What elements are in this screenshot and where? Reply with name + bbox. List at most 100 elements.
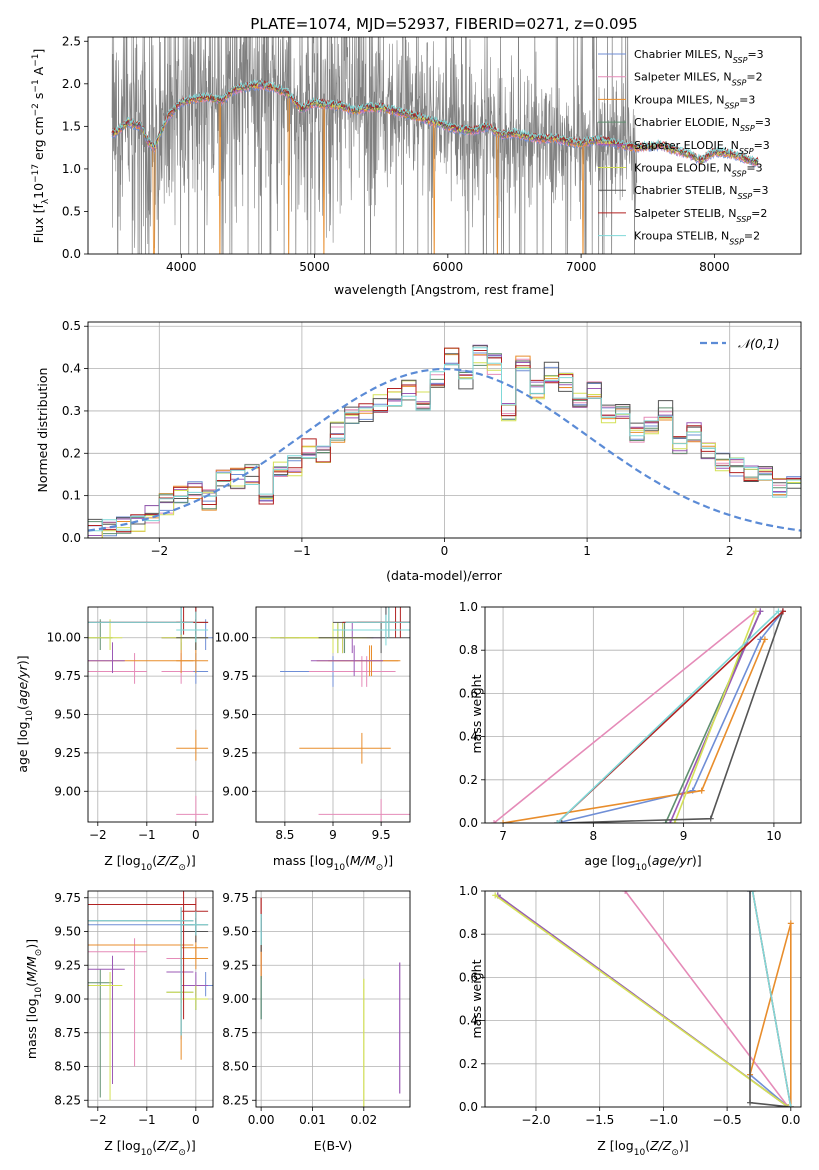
label-part: 10 — [141, 1148, 153, 1158]
x-tick-label: 6000 — [433, 260, 464, 274]
axes-frame — [87, 36, 802, 255]
label-part: 10 — [31, 183, 46, 199]
plot-area-cum_Z — [492, 891, 794, 1107]
y-tick-label: 9.75 — [222, 891, 249, 905]
axes-mass_vs_ebv: 0.00 0.01 0.02 8.25 8.50 8.75 9.00 9.25 9.50 9.75… — [222, 890, 411, 1153]
point-marker-SalpeterMILES — [622, 891, 629, 894]
label-part: )] — [186, 1138, 196, 1153]
legend-text-part: =3 — [754, 139, 770, 152]
y-tick-label: 8.75 — [222, 1026, 249, 1040]
label-part: mass [log — [24, 998, 39, 1059]
y-tick-label: 0.0 — [459, 1100, 478, 1114]
x-tick-label: −2 — [89, 828, 107, 842]
label-part: )] — [186, 853, 196, 868]
label-part: ⊙ — [178, 1148, 186, 1158]
label-part: 10 — [25, 710, 35, 722]
histogram-KroupaSTELIB — [88, 347, 801, 532]
cumulative-Z-ChabrierMILES — [749, 891, 789, 1107]
y-tick-label: 9.50 — [222, 708, 249, 722]
legend-text-part: Kroupa MILES, N — [634, 93, 724, 106]
x-tick-label: 9.5 — [372, 828, 391, 842]
label-part: Z [log — [104, 853, 140, 868]
y-axis-label: mass weight — [469, 959, 484, 1038]
label-part: Z/Z — [156, 1138, 179, 1153]
label-part: )] — [24, 939, 39, 949]
point-marker-KroupaMILES — [500, 820, 507, 823]
y-tick-label: 1.0 — [62, 162, 81, 176]
label-part: ( — [24, 982, 39, 987]
point-marker-KroupaELODIE — [752, 608, 759, 615]
y-tick-label: 0.5 — [62, 204, 81, 218]
y-tick-label: 10.00 — [215, 631, 249, 645]
plot-area-spectrum — [111, 37, 759, 254]
point-marker-ChabrierSTELIB — [707, 815, 714, 822]
label-part: A — [31, 66, 46, 79]
y-tick-label: 0.0 — [459, 816, 478, 830]
axes-frame — [87, 321, 802, 539]
label-part: )] — [692, 853, 702, 868]
y-tick-label: 9.75 — [54, 891, 81, 905]
plot-area-age_vs_Z — [88, 607, 213, 822]
legend-entry: Salpeter STELIB, NSSP=2 — [634, 207, 767, 224]
legend-entry: Kroupa STELIB, NSSP=2 — [634, 230, 760, 247]
x-tick-label: 8 — [590, 829, 598, 843]
label-part: ( — [15, 705, 30, 710]
y-axis-label: age [log10(age/yr)] — [15, 655, 35, 772]
x-tick-label: 0.0 — [781, 1113, 800, 1127]
label-part: age [log — [15, 721, 30, 772]
cumulative-Z-KroupaELODIE — [494, 894, 789, 1107]
point-marker-KroupaMILES — [698, 787, 705, 794]
label-part: Z [log — [597, 1138, 633, 1153]
legend-text-part: =2 — [751, 207, 767, 220]
histogram-KroupaELODIE — [88, 347, 801, 538]
y-tick-label: 0.3 — [62, 404, 81, 418]
legend-text-part: =3 — [755, 116, 771, 129]
legend-text-part: Chabrier STELIB, N — [634, 184, 738, 197]
label-part: ⊙ — [178, 863, 186, 873]
model-spectrum-SalpeterSTELIB — [111, 80, 759, 162]
normal-curve — [88, 367, 801, 532]
x-tick-label: 9 — [329, 828, 337, 842]
y-tick-label: 9.25 — [222, 958, 249, 972]
y-axis-label: mass [log10(M/M⊙)] — [24, 939, 44, 1059]
y-tick-label: 0.0 — [62, 247, 81, 261]
legend-text-part: =3 — [739, 93, 755, 106]
y-axis-label: mass weight — [469, 674, 484, 753]
model-spectrum-KroupaSTELIB — [111, 79, 759, 162]
label-part: age/yr — [15, 664, 30, 705]
axes-frame — [255, 606, 411, 823]
axes-mass_vs_Z: −2 −1 08.258.508.759.009.259.509.75Z [log1… — [24, 890, 214, 1158]
legend-entry: Salpeter MILES, NSSP=2 — [634, 71, 763, 88]
legend-text-part: SSP — [732, 78, 747, 87]
point-marker-KroupaSTELIB — [554, 820, 561, 823]
x-tick-label: 0.01 — [299, 1113, 326, 1127]
axes-frame — [87, 606, 214, 823]
cumulative-Z-KroupaSTELIB — [751, 891, 792, 1107]
y-tick-label: 9.50 — [54, 708, 81, 722]
y-tick-label: 9.00 — [222, 784, 249, 798]
point-marker-SalpeterMILES — [491, 820, 498, 823]
point-marker-KroupaMILES — [787, 920, 794, 927]
label-part: )] — [679, 1138, 689, 1153]
label-part: ⊙ — [376, 863, 384, 873]
point-marker-ChabrierSTELIB — [747, 891, 754, 894]
label-part: −1 — [31, 54, 41, 67]
label-part: 10 — [34, 987, 44, 999]
label-part: λ — [41, 198, 51, 204]
label-part: Z/Z — [649, 1138, 672, 1153]
y-tick-label: 1.0 — [459, 884, 478, 898]
x-tick-label: −1.5 — [585, 1113, 614, 1127]
x-tick-label: 5000 — [299, 260, 330, 274]
label-part: 10 — [334, 863, 346, 873]
x-axis-label: Z [log10(Z/Z⊙)] — [104, 1138, 195, 1158]
point-marker-KroupaSTELIB — [787, 1104, 794, 1107]
point-marker-KroupaSTELIB — [749, 891, 756, 894]
label-part: Z/Z — [156, 853, 179, 868]
axes-frame — [87, 890, 214, 1108]
legend-text-part: SSP — [738, 192, 753, 201]
label-part: Z [log — [104, 1138, 140, 1153]
label-part: M/M — [350, 853, 376, 868]
label-part: s — [31, 93, 46, 104]
